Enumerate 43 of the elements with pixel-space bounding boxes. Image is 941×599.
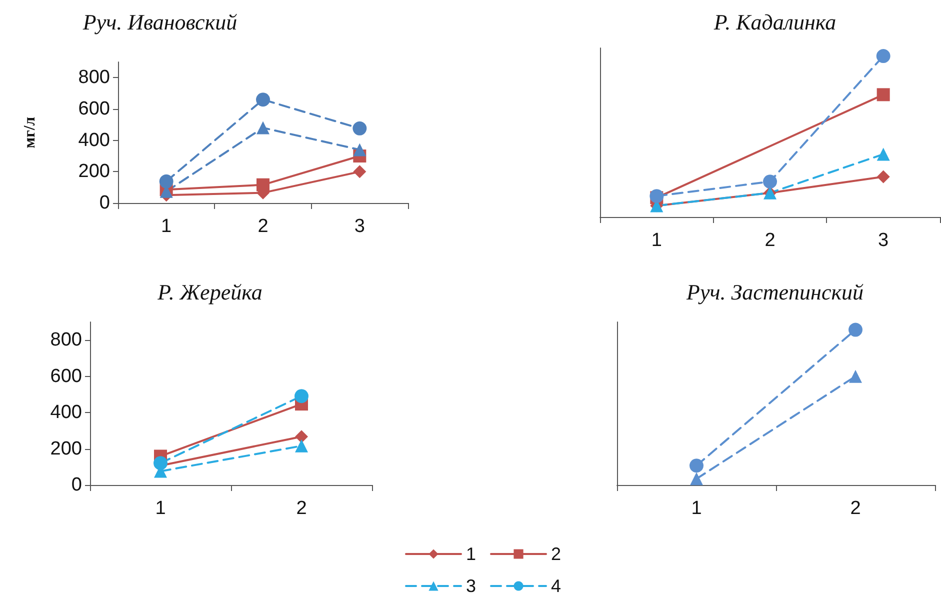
point: [876, 170, 890, 184]
y-tick-label: 600: [78, 98, 110, 120]
y-tick-label: 400: [78, 130, 110, 151]
x-tick-label: 1: [651, 230, 662, 251]
y-tick-label: 200: [50, 438, 82, 460]
y-tick-label: 400: [50, 402, 82, 424]
point: [876, 49, 890, 64]
x-tick-label: 3: [878, 230, 889, 251]
x-tick-label: 1: [155, 498, 166, 519]
chart-title: Р. Жерейка: [156, 280, 262, 304]
chart-title: Руч. Застепинский: [686, 280, 864, 304]
y-tick-label: 200: [78, 161, 110, 182]
x-tick-label: 3: [354, 216, 365, 237]
y-tick-label: 0: [99, 192, 110, 214]
point: [159, 174, 174, 188]
y-tick-label: 800: [50, 330, 82, 351]
point: [876, 88, 890, 102]
point: [353, 143, 366, 156]
point: [294, 389, 308, 404]
x-tick-label: 2: [764, 230, 776, 251]
point: [352, 121, 367, 136]
y-axis-title: мг/л: [22, 116, 38, 148]
chart-title: Руч. Ивановский: [82, 10, 238, 34]
point: [763, 174, 777, 189]
y-tick-label: 0: [71, 474, 82, 496]
x-tick-label: 2: [258, 216, 268, 237]
chart-title: Р. Кадалинка: [712, 10, 836, 34]
legend-label: 3: [466, 576, 476, 596]
x-tick-label: 2: [296, 498, 307, 519]
x-tick-label: 1: [691, 498, 702, 519]
legend-label: 2: [551, 544, 562, 564]
point: [256, 178, 270, 192]
x-tick-label: 2: [850, 498, 861, 519]
point: [353, 165, 366, 178]
point: [690, 458, 704, 473]
y-tick-label: 800: [78, 67, 110, 88]
y-tick-label: 600: [50, 366, 82, 387]
legend-label: 1: [466, 544, 476, 564]
legend-label: 4: [551, 576, 562, 596]
x-tick-label: 1: [161, 216, 172, 237]
point: [256, 92, 270, 107]
point: [256, 121, 270, 134]
point: [848, 322, 862, 337]
